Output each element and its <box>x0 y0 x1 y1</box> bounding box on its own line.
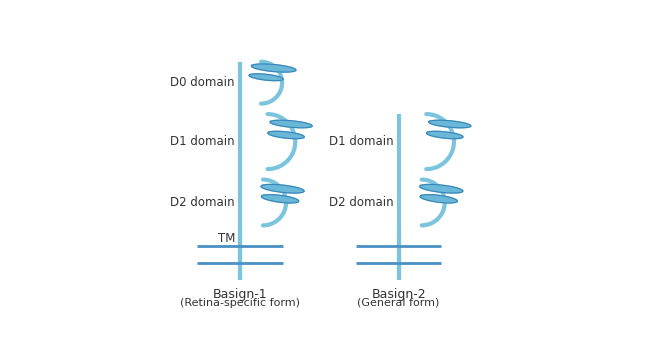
Text: D1 domain: D1 domain <box>170 135 235 148</box>
Text: Basign-1: Basign-1 <box>213 288 267 301</box>
Polygon shape <box>270 120 312 128</box>
Text: Basign-2: Basign-2 <box>371 288 426 301</box>
Text: D1 domain: D1 domain <box>329 135 393 148</box>
Text: (General form): (General form) <box>358 298 440 308</box>
Text: D2 domain: D2 domain <box>170 196 235 209</box>
Text: D0 domain: D0 domain <box>170 76 235 89</box>
Polygon shape <box>268 131 304 139</box>
Text: TM: TM <box>218 232 235 244</box>
Polygon shape <box>429 120 471 128</box>
Text: D2 domain: D2 domain <box>329 196 393 209</box>
Polygon shape <box>420 184 463 193</box>
Polygon shape <box>252 64 296 72</box>
Polygon shape <box>426 131 463 139</box>
Text: (Retina-specific form): (Retina-specific form) <box>180 298 300 308</box>
Polygon shape <box>420 194 458 203</box>
Polygon shape <box>261 184 304 193</box>
Polygon shape <box>261 194 299 203</box>
Polygon shape <box>249 74 283 81</box>
